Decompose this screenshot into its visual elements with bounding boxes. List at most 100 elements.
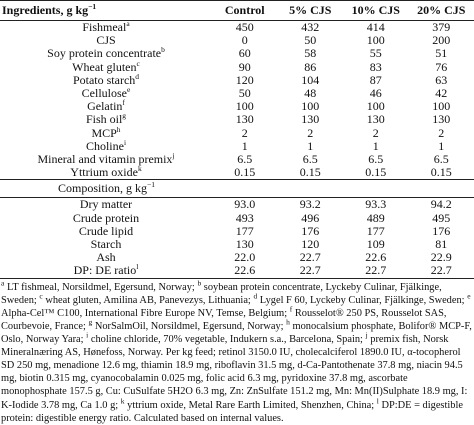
row-label-text: Mineral and vitamin premix: [37, 152, 172, 166]
cell-value: 130: [212, 113, 278, 126]
footnote-mark: k: [138, 164, 142, 173]
row-label-text: Cellulose: [82, 86, 127, 100]
footnote-mark: j: [172, 151, 174, 160]
header-exponent: −1: [88, 2, 96, 11]
cell-value: 432: [278, 21, 344, 35]
cell-value: 93.3: [343, 198, 409, 212]
column-header: 20% CJS: [409, 1, 474, 21]
cell-value: 22.7: [409, 264, 474, 278]
cell-value: 489: [343, 212, 409, 225]
row-label-text: Choline: [86, 139, 124, 153]
footnote-mark: j: [366, 331, 368, 340]
cell-value: 0.15: [409, 166, 474, 180]
cell-value: 51: [409, 47, 474, 60]
cell-value: 22.7: [278, 264, 344, 278]
footnote-mark: k: [121, 396, 125, 405]
footnote-mark: d: [253, 291, 257, 300]
footnote-mark: l: [136, 262, 138, 271]
footnote-mark: g: [88, 317, 92, 326]
cell-value: 450: [212, 21, 278, 35]
cell-value: 90: [212, 61, 278, 74]
cell-value: 60: [212, 47, 278, 60]
row-label-text: Fishmeal: [82, 20, 126, 34]
footnote-mark: c: [39, 291, 42, 300]
row-label-text: Dry matter: [80, 197, 132, 211]
footnote-mark: e: [127, 85, 130, 94]
cell-value: 55: [343, 47, 409, 60]
footnote-mark: b: [197, 278, 201, 287]
cell-value: 495: [409, 212, 474, 225]
row-label-text: Crude protein: [73, 211, 139, 225]
cell-value: 86: [278, 61, 344, 74]
row-label-text: Yttrium oxide: [70, 165, 138, 179]
row-label-text: MCP: [91, 126, 116, 140]
row-label-text: Starch: [91, 237, 122, 251]
cell-value: 2: [212, 127, 278, 140]
cell-value: 0.15: [343, 166, 409, 180]
cell-value: 130: [409, 113, 474, 126]
row-label-text: Soy protein concentrate: [47, 46, 161, 60]
cell-value: 2: [278, 127, 344, 140]
cell-value: 22.7: [343, 264, 409, 278]
row-label: DP: DE ratiol: [0, 264, 212, 278]
row-label-text: Crude lipid: [79, 224, 133, 238]
cell-value: 493: [212, 212, 278, 225]
footnote-mark: h: [286, 317, 290, 326]
cell-value: 76: [409, 61, 474, 74]
row-label-text: Potato starch: [73, 73, 135, 87]
row-label-text: Wheat gluten: [72, 60, 136, 74]
row-label: Yttrium oxidek: [0, 166, 212, 180]
cell-value: 496: [278, 212, 344, 225]
header-label: Ingredients, g kg−1: [0, 1, 212, 21]
footnote-mark: i: [124, 138, 126, 147]
header-text: Ingredients, g kg: [2, 3, 88, 17]
column-header: 10% CJS: [343, 1, 409, 21]
section-text: Composition, g kg: [58, 181, 147, 195]
cell-value: 0.15: [212, 166, 278, 180]
footnote-mark: a: [1, 278, 4, 287]
row-label: Fishmeala: [0, 21, 212, 35]
footnote-mark: a: [126, 19, 129, 28]
cell-value: 130: [343, 113, 409, 126]
cell-value: 58: [278, 47, 344, 60]
cell-value: 22.6: [212, 264, 278, 278]
row-label: Dry matter: [0, 198, 212, 212]
cell-value: 2: [343, 127, 409, 140]
section-exponent: −1: [147, 180, 155, 189]
cell-value: 2: [409, 127, 474, 140]
footnote-mark: f: [290, 304, 293, 313]
column-header: Control: [212, 1, 278, 21]
cell-value: 0.15: [278, 166, 344, 180]
cell-value: 93.2: [278, 198, 344, 212]
footnote-text: wheat gluten, Amilina AB, Panevezys, Lit…: [45, 295, 250, 306]
footnote-mark: c: [136, 59, 139, 68]
section-row: Composition, g kg−1: [0, 180, 474, 198]
footnote-text: choline chloride, 70% vegetable, Induker…: [91, 334, 363, 345]
cell-value: 130: [278, 113, 344, 126]
cell-value: 94.2: [409, 198, 474, 212]
column-header: 5% CJS: [278, 1, 344, 21]
cell-value: 93.0: [212, 198, 278, 212]
footnote-text: NorSalmOil, Norsildmel, Egersund, Norway…: [95, 321, 284, 332]
footnote-text: Alpha-Cel™ C100, International Fibre Eur…: [1, 308, 287, 319]
footnote-mark: g: [122, 111, 126, 120]
footnote-text: LT fishmeal, Norsildmel, Egersund, Norwa…: [7, 282, 195, 293]
cell-value: 83: [343, 61, 409, 74]
cell-value: 379: [409, 21, 474, 35]
footnote-mark: e: [467, 291, 470, 300]
footnote-mark: b: [161, 45, 165, 54]
footnote-text: yttrium oxide, Metal Rare Earth Limited,…: [127, 400, 374, 411]
footnote-mark: l: [377, 396, 379, 405]
